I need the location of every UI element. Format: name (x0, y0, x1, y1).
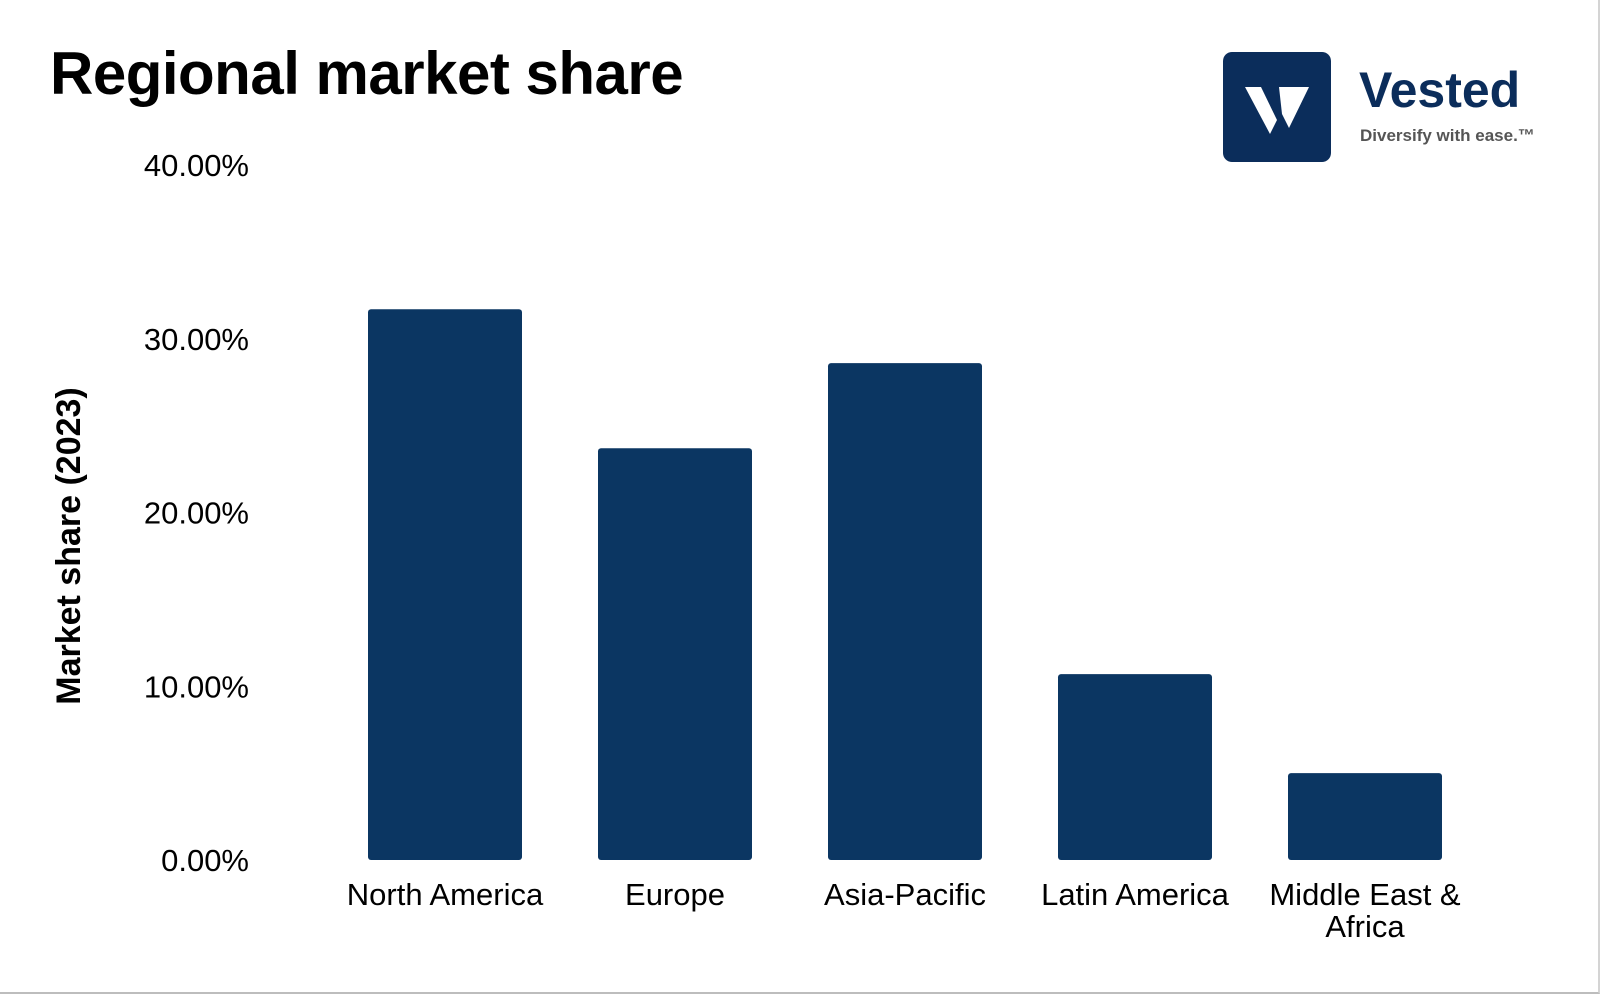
category-labels: North America Europe Asia-Pacific Latin Ame… (347, 877, 1461, 944)
vested-logo: Vested Diversify with ease.™ (1223, 52, 1553, 162)
bar (828, 363, 982, 860)
y-tick-label: 40.00% (144, 148, 249, 183)
logo-tagline: Diversify with ease.™ (1360, 126, 1535, 145)
y-tick-labels: 0.00% 10.00% 20.00% 30.00% 40.00% (144, 148, 249, 878)
y-tick-label: 30.00% (144, 322, 249, 357)
category-label: Europe (625, 877, 725, 912)
bar (368, 309, 522, 860)
y-tick-label: 20.00% (144, 496, 249, 531)
category-label: North America (347, 877, 544, 912)
category-label: Asia-Pacific (824, 877, 986, 912)
category-label: Middle East & Africa (1269, 877, 1461, 944)
bar (1058, 674, 1212, 860)
y-axis-label: Market share (2023) (50, 387, 88, 705)
bar (598, 448, 752, 860)
logo-name: Vested (1359, 62, 1521, 118)
y-tick-label: 0.00% (161, 843, 249, 878)
chart-title: Regional market share (50, 40, 684, 107)
bar (1288, 773, 1442, 860)
category-label: Latin America (1041, 877, 1230, 912)
bars (368, 309, 1442, 860)
y-tick-label: 10.00% (144, 669, 249, 704)
vested-logo-mark-icon (1223, 52, 1331, 162)
